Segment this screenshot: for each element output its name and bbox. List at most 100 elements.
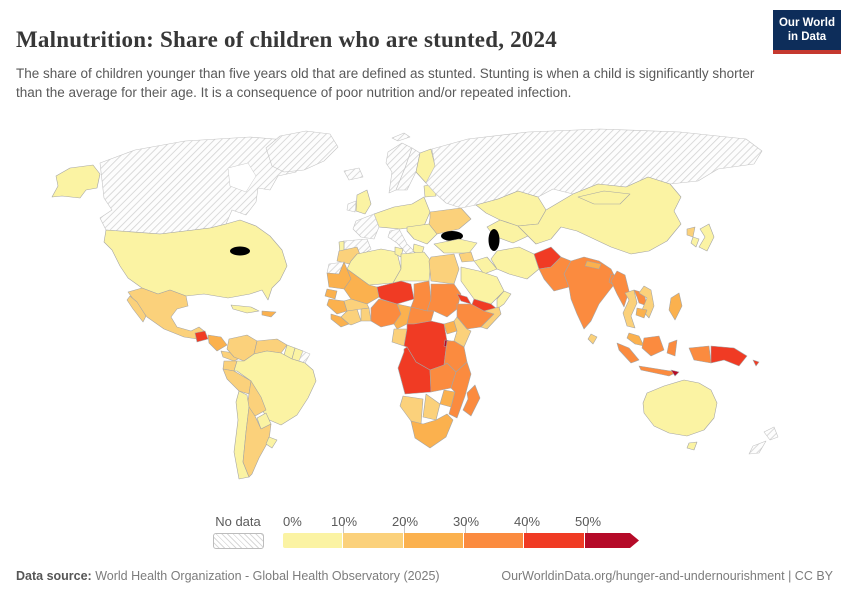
legend-bin[interactable] (463, 533, 524, 548)
country-shape[interactable] (392, 251, 432, 284)
country-shape[interactable] (642, 379, 718, 437)
country-shape[interactable] (490, 246, 540, 280)
legend-tick-label: 50% (574, 514, 602, 529)
country-shape[interactable] (399, 395, 424, 425)
owid-logo-line1: Our World (778, 17, 835, 29)
country-shape[interactable] (352, 213, 380, 240)
country-shape[interactable] (426, 283, 462, 318)
country-shape[interactable] (610, 270, 630, 308)
country-shape[interactable] (324, 288, 338, 300)
country-shape[interactable] (422, 393, 441, 421)
country-shape[interactable] (207, 334, 228, 352)
legend-bin[interactable] (585, 533, 639, 548)
country-shape[interactable] (99, 136, 313, 235)
country-shape[interactable] (326, 298, 348, 315)
country-shape[interactable] (127, 287, 205, 340)
legend-tick (526, 520, 527, 533)
country-shape[interactable] (391, 132, 411, 142)
legend-tick (465, 520, 466, 533)
country-shape[interactable] (587, 333, 598, 345)
country-shape[interactable] (343, 298, 370, 312)
page-title: Malnutrition: Share of children who are … (16, 27, 557, 53)
country-shape[interactable] (428, 207, 472, 235)
country-shape[interactable] (670, 369, 680, 377)
country-shape[interactable] (346, 200, 357, 213)
country-shape[interactable] (330, 313, 350, 328)
no-data-swatch[interactable] (213, 533, 264, 549)
water-body (227, 162, 257, 193)
country-shape[interactable] (638, 365, 678, 377)
country-shape[interactable] (635, 307, 648, 319)
country-shape[interactable] (355, 189, 372, 215)
legend-tick (587, 520, 588, 533)
water-body (441, 231, 463, 241)
country-shape[interactable] (616, 342, 640, 364)
country-shape[interactable] (261, 310, 277, 318)
legend-color-bar (283, 533, 639, 548)
country-shape[interactable] (194, 330, 209, 343)
map-legend: No data 0% 10% 20% 30% 40% 50% (0, 513, 850, 555)
country-shape[interactable] (242, 406, 272, 478)
country-shape[interactable] (690, 236, 700, 248)
country-shape[interactable] (51, 164, 101, 199)
country-shape[interactable] (343, 167, 364, 181)
data-source: Data source: World Health Organization -… (16, 569, 440, 583)
country-shape[interactable] (698, 223, 715, 252)
country-shape[interactable] (387, 228, 415, 255)
chart-footer: Data source: World Health Organization -… (0, 566, 850, 588)
country-shape[interactable] (752, 359, 760, 367)
country-shape[interactable] (563, 256, 618, 330)
country-shape[interactable] (763, 426, 779, 441)
country-shape[interactable] (496, 290, 512, 310)
no-data-label: No data (215, 514, 261, 529)
country-shape[interactable] (230, 304, 260, 314)
legend-bin[interactable] (524, 533, 584, 548)
country-shape[interactable] (688, 345, 712, 364)
legend-tick-label: 0% (283, 514, 302, 529)
legend-tick-label: 20% (391, 514, 419, 529)
owid-logo[interactable]: Our World in Data (773, 10, 841, 54)
owid-url-link[interactable]: OurWorldinData.org/hunger-and-undernouri… (501, 569, 833, 583)
country-shape[interactable] (686, 441, 698, 451)
country-shape[interactable] (410, 413, 454, 449)
country-shape[interactable] (517, 176, 682, 255)
country-shape[interactable] (103, 219, 288, 301)
country-shape[interactable] (373, 196, 431, 230)
country-shape[interactable] (439, 389, 456, 408)
country-shape[interactable] (410, 280, 432, 312)
legend-bin[interactable] (343, 533, 403, 548)
country-shape[interactable] (360, 307, 372, 322)
country-shape[interactable] (686, 226, 696, 238)
country-shape[interactable] (428, 253, 460, 285)
legend-tick-label: 10% (330, 514, 358, 529)
country-shape[interactable] (462, 384, 481, 417)
country-shape[interactable] (448, 361, 472, 419)
country-shape[interactable] (622, 289, 638, 329)
legend-tick (404, 520, 405, 533)
legend-tick (343, 520, 344, 533)
country-shape[interactable] (710, 345, 748, 367)
country-shape[interactable] (748, 440, 767, 455)
country-shape[interactable] (577, 190, 631, 205)
legend-bin[interactable] (283, 533, 343, 548)
data-source-label: Data source: (16, 569, 92, 583)
country-shape[interactable] (626, 332, 645, 347)
data-source-text: World Health Organization - Global Healt… (91, 569, 440, 583)
chart-subtitle: The share of children younger than five … (16, 65, 755, 100)
country-shape[interactable] (480, 306, 502, 330)
country-shape[interactable] (460, 266, 505, 305)
country-shape[interactable] (666, 339, 678, 357)
country-shape[interactable] (433, 238, 478, 254)
country-shape[interactable] (126, 295, 147, 323)
country-shape[interactable] (584, 260, 602, 270)
legend-tick-label: 30% (452, 514, 480, 529)
legend-tick-label: 40% (513, 514, 541, 529)
country-shape[interactable] (458, 251, 475, 263)
country-shape[interactable] (668, 292, 683, 321)
country-shape[interactable] (641, 335, 665, 357)
water-body (230, 246, 250, 256)
legend-bin[interactable] (403, 533, 463, 548)
country-shape[interactable] (265, 436, 278, 449)
country-shape[interactable] (265, 130, 339, 173)
